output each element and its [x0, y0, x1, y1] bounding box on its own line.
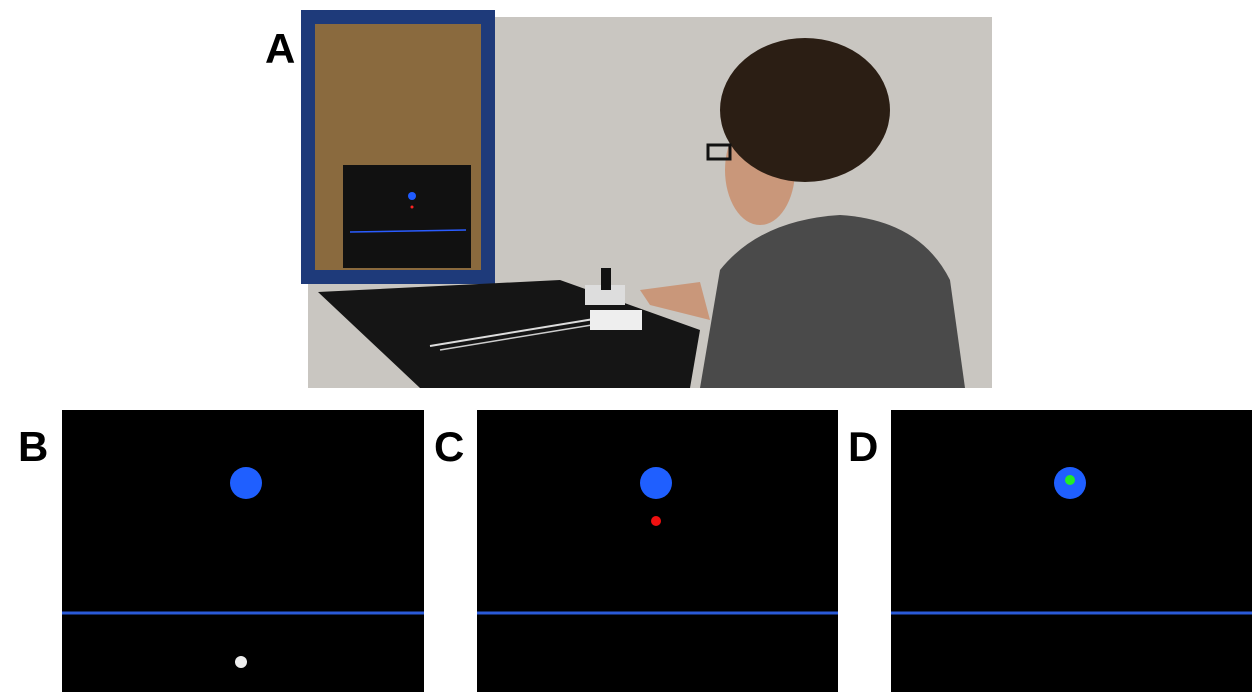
panel-label: C: [434, 423, 464, 470]
device-post: [601, 268, 611, 290]
panel-label: D: [848, 423, 878, 470]
monitor-cursor: [411, 206, 414, 209]
monitor: [343, 165, 471, 268]
monitor-target: [408, 192, 416, 200]
cursor: [1065, 475, 1075, 485]
cursor: [651, 516, 661, 526]
photo: [308, 17, 992, 388]
person-hair: [720, 38, 890, 182]
figure: A B C D: [0, 0, 1252, 692]
screen: [891, 410, 1252, 692]
screen: [62, 410, 424, 692]
target: [230, 467, 262, 499]
device-base: [590, 310, 642, 330]
panel-label: B: [18, 423, 48, 470]
cursor: [235, 656, 247, 668]
target: [640, 467, 672, 499]
panel-label: A: [265, 25, 295, 72]
screen: [477, 410, 838, 692]
